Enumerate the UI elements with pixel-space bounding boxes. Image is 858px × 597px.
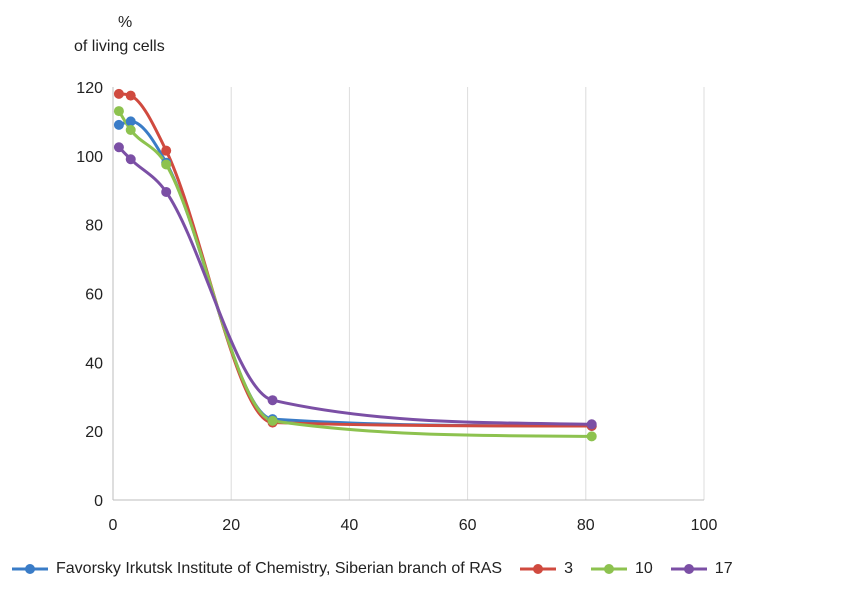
y-tick-label-80: 80 xyxy=(85,218,103,235)
series-line-4 xyxy=(117,145,594,426)
data-point-s1-x3 xyxy=(125,116,136,127)
data-point-s4-x27 xyxy=(267,395,278,406)
data-points xyxy=(113,88,597,442)
data-point-s2-x9 xyxy=(161,145,172,156)
data-point-s3-x27 xyxy=(267,415,278,426)
legend-label-1: Favorsky Irkutsk Institute of Chemistry,… xyxy=(56,560,503,577)
legend-label-2: 3 xyxy=(564,560,573,577)
series-line-1 xyxy=(117,119,594,428)
data-point-s3-x1 xyxy=(113,106,124,117)
data-point-s2-x1 xyxy=(113,88,124,99)
y-tick-label-60: 60 xyxy=(85,287,103,304)
y-tick-label-0: 0 xyxy=(94,493,103,510)
data-point-s3-x9 xyxy=(161,159,172,170)
legend-swatch-2 xyxy=(520,564,557,574)
axes: 0 20 40 60 80 100 0 20 40 60 80 100 120 xyxy=(76,80,717,534)
y-tick-label-100: 100 xyxy=(76,149,103,166)
x-tick-label-20: 20 xyxy=(222,517,240,534)
data-point-s2-x3 xyxy=(125,90,136,101)
data-point-s1-x1 xyxy=(113,119,124,130)
data-point-s4-x1 xyxy=(113,142,124,153)
y-axis-title-line-2: of living cells xyxy=(74,38,165,55)
series-lines xyxy=(117,92,594,438)
x-tick-label-80: 80 xyxy=(577,517,595,534)
legend-label-4: 17 xyxy=(714,560,733,577)
data-point-s4-x9 xyxy=(161,186,172,197)
legend-item-3: 10 xyxy=(589,560,653,578)
data-point-s4-x81 xyxy=(586,419,597,430)
legend: Favorsky Irkutsk Institute of Chemistry,… xyxy=(10,557,749,581)
x-tick-label-100: 100 xyxy=(691,517,718,534)
data-point-s3-x81 xyxy=(586,431,597,442)
x-tick-label-60: 60 xyxy=(459,517,477,534)
x-tick-label-0: 0 xyxy=(109,517,118,534)
legend-swatch-1 xyxy=(12,564,48,574)
legend-item-4: 17 xyxy=(669,560,733,578)
y-tick-label-120: 120 xyxy=(76,80,103,97)
y-axis-title-line-1: % xyxy=(118,14,133,31)
grid xyxy=(230,87,705,500)
y-tick-label-40: 40 xyxy=(85,355,103,372)
legend-swatch-4 xyxy=(670,564,707,574)
series-line-3 xyxy=(117,109,594,438)
data-point-s4-x3 xyxy=(125,154,136,165)
legend-item-1: Favorsky Irkutsk Institute of Chemistry,… xyxy=(10,560,502,578)
y-tick-label-20: 20 xyxy=(85,424,103,441)
data-point-s3-x3 xyxy=(125,125,136,136)
legend-swatch-3 xyxy=(591,564,627,574)
x-tick-label-40: 40 xyxy=(341,517,359,534)
series-line-2 xyxy=(117,92,594,428)
legend-item-2: 3 xyxy=(518,560,573,578)
legend-label-3: 10 xyxy=(635,560,653,577)
